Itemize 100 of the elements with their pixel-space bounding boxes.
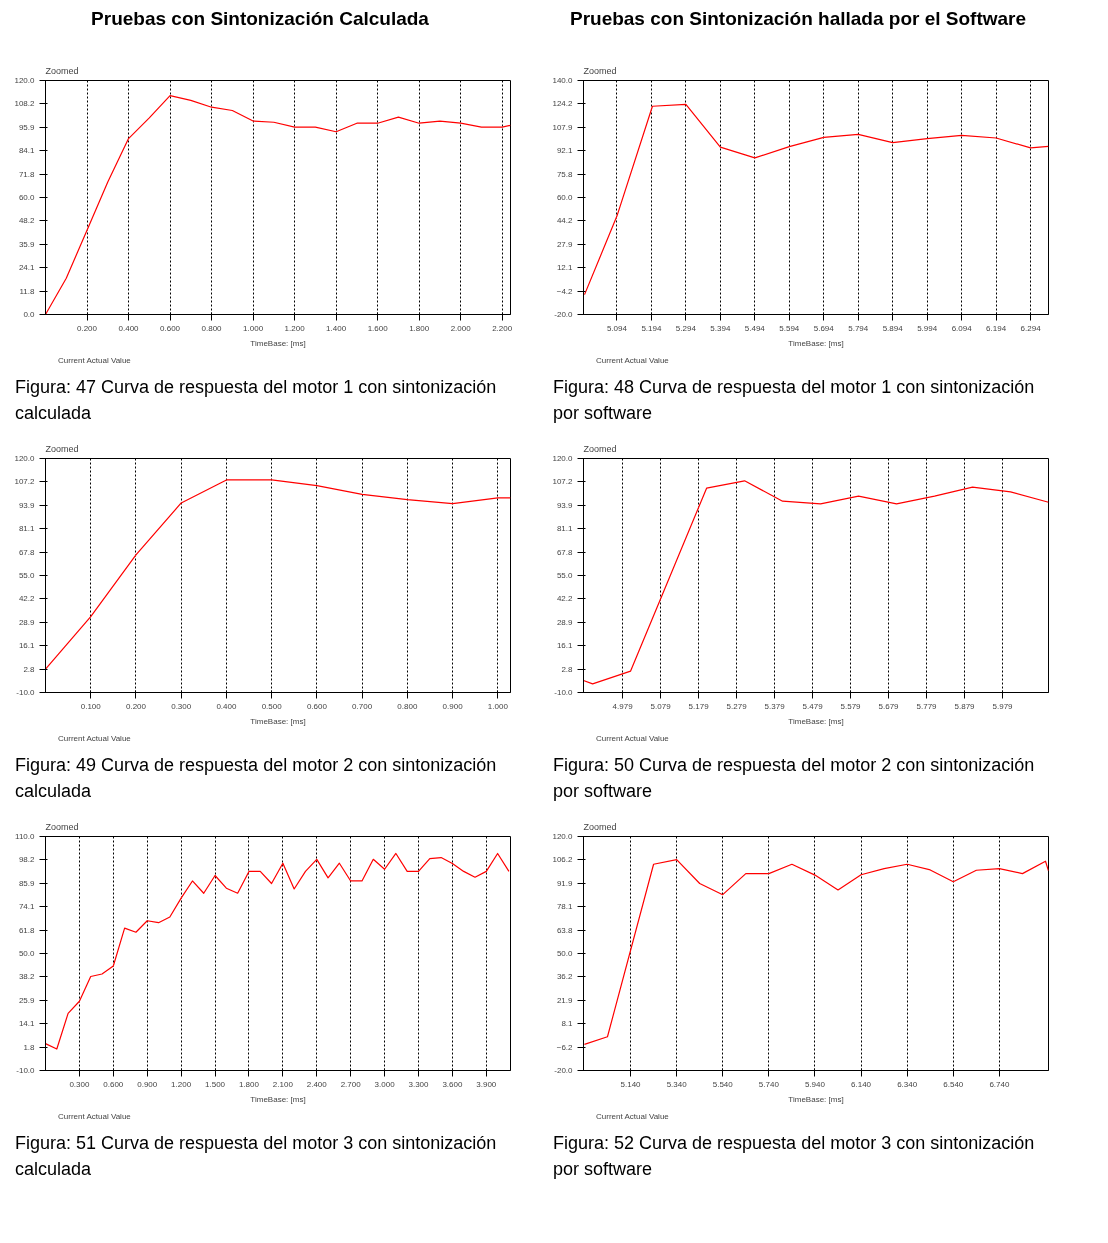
- x-tick-label: 1.000: [487, 701, 509, 711]
- y-tick-label: 8.1: [561, 1019, 574, 1029]
- y-tick-label: 92.1: [556, 146, 574, 156]
- y-tick-label: 120.0: [14, 454, 36, 463]
- y-tick-label: 110.0: [15, 832, 36, 841]
- x-tick-label: 0.500: [261, 701, 283, 711]
- y-tick-label: -10.0: [16, 688, 36, 697]
- x-tick-label: 0.800: [201, 323, 223, 333]
- y-tick-label: 74.1: [18, 902, 36, 912]
- x-tick-label: 5.279: [726, 701, 748, 711]
- y-tick-label: 93.9: [556, 500, 574, 510]
- text: Figura: 51 Curva de respuesta del motor 3 con sintonización calculada: [15, 1132, 498, 1181]
- x-tick-label: 4.979: [612, 701, 634, 711]
- line-series: [583, 480, 1049, 685]
- y-tick-label: 84.1: [18, 146, 36, 156]
- y-tick-label: 27.9: [556, 239, 574, 249]
- x-tick-label: 1.600: [367, 323, 389, 333]
- x-tick-label: 6.094: [951, 323, 973, 333]
- y-tick-label: 60.0: [18, 193, 36, 202]
- x-axis-title: TimeBase: [ms]: [250, 716, 306, 726]
- x-tick-label: 1.000: [243, 323, 264, 333]
- text: Figura: 52 Curva de respuesta del motor 3 con sintonización por software: [553, 1132, 1036, 1181]
- x-axis-title: TimeBase: [ms]: [788, 1094, 844, 1104]
- y-tick-label: 67.8: [18, 547, 36, 557]
- y-tick-label: 63.8: [556, 925, 574, 935]
- y-tick-label: 21.9: [556, 995, 574, 1005]
- x-tick-label: 5.479: [802, 701, 824, 711]
- x-tick-label: 5.794: [848, 323, 869, 333]
- x-tick-label: 2.100: [272, 1079, 294, 1089]
- x-tick-label: 5.340: [666, 1079, 688, 1089]
- y-tick-label: 107.2: [552, 477, 574, 487]
- chart-title: Zoomed: [583, 65, 617, 76]
- x-tick-label: 2.200: [492, 323, 513, 333]
- x-tick-label: 1.200: [284, 323, 306, 333]
- x-tick-label: 5.294: [675, 323, 697, 333]
- x-tick-label: 6.294: [1020, 323, 1042, 333]
- x-tick-label: 1.800: [238, 1079, 260, 1089]
- y-tick-label: 50.0: [18, 949, 36, 958]
- x-tick-label: 5.594: [779, 323, 800, 333]
- x-tick-label: 3.300: [408, 1079, 430, 1089]
- x-tick-label: 5.540: [712, 1079, 734, 1089]
- x-tick-label: 1.500: [205, 1079, 226, 1089]
- y-tick-label: 16.1: [18, 641, 36, 651]
- y-tick-label: 55.0: [556, 571, 574, 580]
- x-tick-label: 1.800: [409, 323, 430, 333]
- x-tick-label: 5.494: [744, 323, 766, 333]
- y-tick-label: 75.8: [556, 169, 574, 179]
- x-tick-label: 5.979: [992, 701, 1014, 711]
- x-tick-label: 5.179: [688, 701, 710, 711]
- y-tick-label: 120.0: [552, 832, 574, 841]
- x-tick-label: 0.400: [216, 701, 237, 711]
- x-tick-label: 1.200: [171, 1079, 192, 1089]
- y-tick-label: 42.2: [18, 594, 36, 604]
- text: Current Actual Value: [58, 1111, 131, 1121]
- x-tick-label: 0.200: [77, 323, 98, 333]
- y-tick-label: 36.2: [556, 972, 574, 982]
- x-tick-label: 0.900: [137, 1079, 158, 1089]
- y-tick-label: -20.0: [554, 1066, 574, 1075]
- text: Figura: 50 Curva de respuesta del motor 2 con sintonización por software: [553, 754, 1036, 803]
- x-tick-label: 2.400: [306, 1079, 328, 1089]
- y-tick-label: 42.2: [556, 594, 574, 604]
- y-tick-label: 71.8: [18, 169, 36, 179]
- x-tick-label: 5.679: [878, 701, 900, 711]
- x-tick-label: 5.694: [813, 323, 835, 333]
- text: Current Actual Value: [596, 1111, 669, 1121]
- y-tick-label: 55.0: [18, 571, 36, 580]
- y-tick-label: 16.1: [556, 641, 574, 651]
- y-tick-label: 12.1: [556, 263, 574, 273]
- y-tick-label: 78.1: [556, 902, 574, 912]
- x-tick-label: 0.300: [69, 1079, 90, 1089]
- x-tick-label: 5.194: [641, 323, 662, 333]
- text: Current Actual Value: [596, 733, 669, 743]
- x-tick-label: 0.600: [160, 323, 181, 333]
- y-tick-label: 28.9: [18, 617, 36, 627]
- y-tick-label: 1.8: [23, 1042, 36, 1052]
- x-tick-label: 5.094: [606, 323, 628, 333]
- y-tick-label: 14.1: [18, 1019, 36, 1029]
- y-tick-label: 108.2: [14, 99, 36, 109]
- y-tick-label: 60.0: [556, 193, 574, 202]
- line-series: [45, 852, 510, 1050]
- x-tick-label: 6.340: [897, 1079, 918, 1089]
- x-tick-label: 6.140: [851, 1079, 872, 1089]
- x-axis-title: TimeBase: [ms]: [788, 716, 844, 726]
- x-tick-label: 0.400: [118, 323, 140, 333]
- x-axis-title: TimeBase: [ms]: [250, 1094, 306, 1104]
- x-tick-label: 0.600: [103, 1079, 124, 1089]
- x-tick-label: 5.079: [650, 701, 672, 711]
- x-tick-label: 0.200: [125, 701, 147, 711]
- y-tick-label: 67.8: [556, 547, 574, 557]
- x-axis-title: TimeBase: [ms]: [250, 338, 306, 348]
- chart-title: Zoomed: [583, 821, 617, 832]
- text: Current Actual Value: [58, 355, 131, 365]
- text: Figura: 49 Curva de respuesta del motor 2 con sintonización calculada: [15, 754, 498, 803]
- y-tick-label: 91.9: [556, 878, 574, 888]
- text: Figura: 48 Curva de respuesta del motor 1 con sintonización por software: [553, 376, 1036, 425]
- y-tick-label: -10.0: [554, 688, 574, 697]
- y-tick-label: 120.0: [14, 76, 36, 85]
- x-tick-label: 3.600: [442, 1079, 463, 1089]
- x-tick-label: 2.000: [450, 323, 472, 333]
- y-tick-label: −4.2: [556, 286, 574, 296]
